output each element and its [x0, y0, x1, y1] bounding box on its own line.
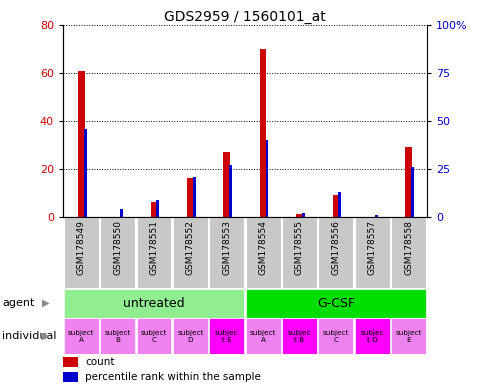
Text: individual: individual [2, 331, 57, 341]
Bar [245, 289, 425, 318]
Text: GSM178555: GSM178555 [294, 220, 303, 275]
Bar [100, 318, 135, 354]
Bar [318, 217, 352, 288]
Bar [302, 213, 304, 217]
Bar [172, 217, 207, 288]
Text: count: count [85, 357, 114, 367]
Text: subject
B: subject B [104, 329, 131, 343]
Bar [259, 49, 266, 217]
Bar [332, 195, 338, 217]
Bar [156, 200, 159, 217]
Text: subject
A: subject A [249, 329, 276, 343]
Bar [63, 357, 77, 367]
Text: GSM178551: GSM178551 [149, 220, 158, 275]
Bar [390, 318, 425, 354]
Bar [281, 217, 316, 288]
Text: GSM178553: GSM178553 [222, 220, 231, 275]
Bar [100, 217, 135, 288]
Bar [136, 217, 171, 288]
Bar [172, 318, 207, 354]
Text: GSM178558: GSM178558 [403, 220, 412, 275]
Bar [296, 214, 302, 217]
Bar [63, 372, 77, 382]
Bar [374, 215, 377, 217]
Text: percentile rank within the sample: percentile rank within the sample [85, 372, 260, 382]
Text: subjec
t B: subjec t B [287, 329, 311, 343]
Bar [187, 179, 193, 217]
Text: GSM178552: GSM178552 [185, 220, 195, 275]
Bar [193, 177, 196, 217]
Bar [209, 318, 243, 354]
Bar [120, 209, 123, 217]
Text: subject
A: subject A [68, 329, 94, 343]
Title: GDS2959 / 1560101_at: GDS2959 / 1560101_at [164, 10, 325, 24]
Text: GSM178556: GSM178556 [331, 220, 340, 275]
Bar [78, 71, 84, 217]
Text: subject
C: subject C [140, 329, 167, 343]
Text: GSM178557: GSM178557 [367, 220, 376, 275]
Bar [390, 217, 425, 288]
Bar [410, 167, 413, 217]
Text: subjec
t E: subjec t E [214, 329, 238, 343]
Bar [64, 217, 99, 288]
Bar [209, 217, 243, 288]
Bar [64, 318, 99, 354]
Text: ▶: ▶ [42, 298, 50, 308]
Bar [318, 318, 352, 354]
Bar [151, 202, 157, 217]
Text: agent: agent [2, 298, 35, 308]
Bar [223, 152, 229, 217]
Bar [405, 147, 411, 217]
Text: GSM178550: GSM178550 [113, 220, 122, 275]
Bar [265, 140, 268, 217]
Text: subject
E: subject E [394, 329, 421, 343]
Bar [136, 318, 171, 354]
Bar [229, 165, 232, 217]
Bar [64, 289, 243, 318]
Bar [281, 318, 316, 354]
Text: ▶: ▶ [42, 331, 50, 341]
Bar [245, 217, 280, 288]
Text: G-CSF: G-CSF [316, 297, 354, 310]
Bar [245, 318, 280, 354]
Text: untreated: untreated [123, 297, 184, 310]
Text: subject
C: subject C [322, 329, 348, 343]
Text: GSM178549: GSM178549 [76, 220, 86, 275]
Bar [354, 318, 389, 354]
Text: GSM178554: GSM178554 [258, 220, 267, 275]
Bar [338, 192, 341, 217]
Bar [354, 217, 389, 288]
Text: subjec
t D: subjec t D [360, 329, 383, 343]
Text: subject
D: subject D [177, 329, 203, 343]
Bar [84, 129, 87, 217]
